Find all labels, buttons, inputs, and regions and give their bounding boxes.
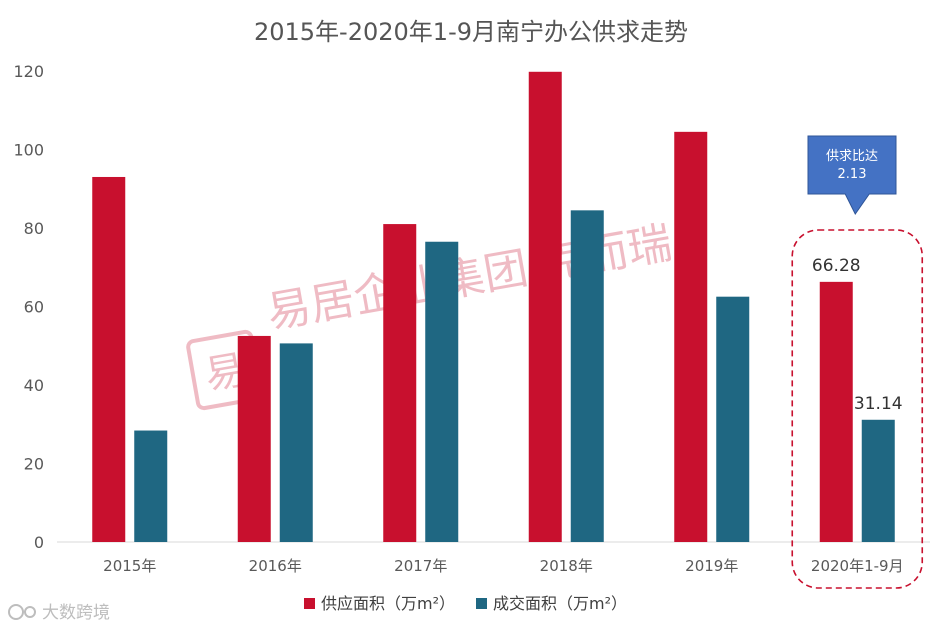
legend-label: 供应面积（万m²） — [321, 594, 455, 613]
y-tick-label: 120 — [13, 62, 44, 81]
y-tick-label: 0 — [34, 533, 44, 552]
x-tick-label: 2018年 — [540, 557, 593, 575]
bar-deal — [570, 210, 604, 542]
footer-logo-icon — [8, 604, 24, 620]
bar-supply — [383, 224, 417, 542]
y-tick-label: 100 — [13, 141, 44, 160]
bar-supply — [237, 335, 271, 542]
bar-supply — [674, 131, 708, 542]
y-tick-label: 20 — [24, 455, 44, 474]
data-label: 66.28 — [812, 256, 861, 276]
bar-deal — [134, 430, 168, 542]
bar-deal — [861, 419, 895, 542]
legend-label: 成交面积（万m²） — [493, 594, 627, 613]
bar-deal — [716, 296, 750, 542]
callout-line2: 2.13 — [838, 167, 867, 182]
bar-supply — [92, 176, 126, 542]
data-label: 31.14 — [854, 394, 903, 414]
legend-swatch — [476, 598, 487, 609]
footer-logo: 大数跨境 — [8, 603, 110, 623]
y-tick-label: 60 — [24, 298, 44, 317]
footer-logo-text: 大数跨境 — [42, 603, 110, 623]
callout-shape — [807, 135, 897, 215]
chart-title: 2015年-2020年1-9月南宁办公供求走势 — [254, 18, 688, 46]
x-tick-label: 2020年1-9月 — [811, 557, 904, 575]
bar-supply — [819, 281, 853, 542]
bar-deal — [279, 343, 313, 542]
highlight-box — [791, 229, 924, 589]
x-tick-label: 2017年 — [394, 557, 447, 575]
x-tick-label: 2015年 — [103, 557, 156, 575]
bar-supply — [528, 71, 562, 542]
data-labels: 66.28 31.14 — [812, 256, 903, 414]
y-tick-label: 40 — [24, 376, 44, 395]
callout-line1: 供求比达 — [826, 149, 878, 164]
bars — [92, 71, 895, 543]
bar-deal — [425, 241, 459, 543]
y-axis-ticks: 0 20 40 60 80 100 120 — [13, 62, 44, 552]
legend: 供应面积（万m²） 成交面积（万m²） — [304, 594, 627, 613]
x-tick-label: 2019年 — [685, 557, 738, 575]
y-tick-label: 80 — [24, 219, 44, 238]
legend-swatch — [304, 598, 315, 609]
callout-box: 供求比达 2.13 — [807, 135, 897, 215]
watermark-text: 易居企业集团·克而瑞 — [263, 217, 676, 338]
footer-logo-icon-2 — [24, 606, 36, 618]
x-axis-ticks: 2015年 2016年 2017年 2018年 2019年 2020年1-9月 — [103, 557, 903, 575]
x-tick-label: 2016年 — [249, 557, 302, 575]
